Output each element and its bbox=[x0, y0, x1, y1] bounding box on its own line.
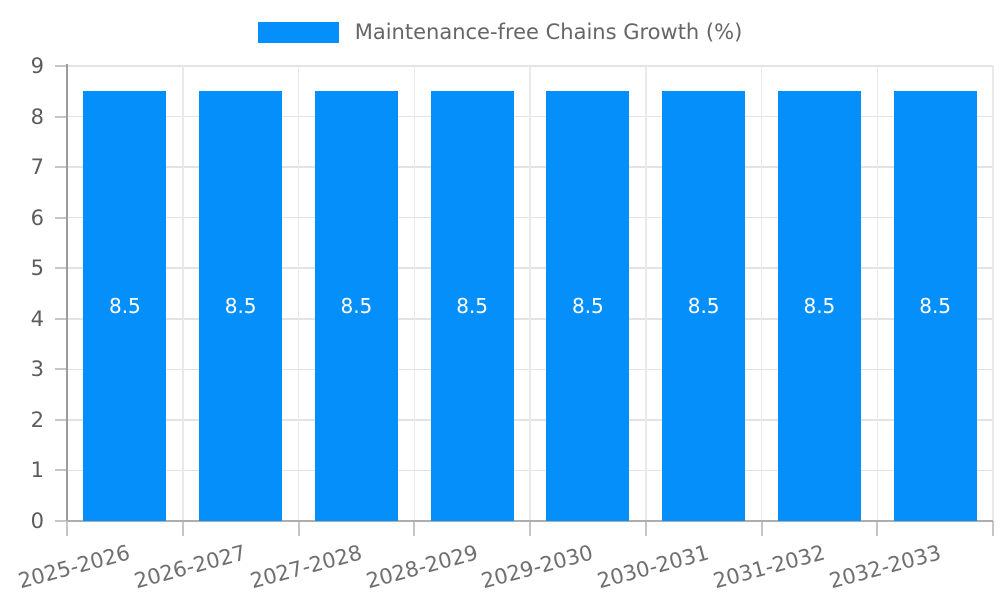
x-tick-mark bbox=[644, 521, 647, 536]
x-axis-tick-label: 2027-2028 bbox=[247, 540, 365, 594]
bar-value-label: 8.5 bbox=[571, 294, 604, 319]
y-axis-tick-label: 3 bbox=[30, 357, 44, 382]
v-gridline bbox=[992, 66, 994, 521]
x-tick-mark bbox=[297, 521, 300, 536]
x-axis-tick-label: 2031-2032 bbox=[710, 540, 828, 594]
y-tick-mark bbox=[55, 418, 67, 421]
y-axis-tick-label: 7 bbox=[30, 155, 44, 180]
bar-value-label: 8.5 bbox=[803, 294, 836, 319]
x-axis-tick-label: 2030-2031 bbox=[594, 540, 712, 594]
y-tick-mark bbox=[55, 469, 67, 472]
legend-swatch bbox=[257, 21, 339, 43]
y-axis-tick-label: 4 bbox=[30, 306, 44, 331]
v-gridline bbox=[645, 66, 647, 521]
x-axis-tick-label: 2025-2026 bbox=[16, 540, 133, 594]
y-tick-mark bbox=[55, 166, 67, 169]
bar bbox=[199, 91, 283, 521]
y-axis-tick-label: 0 bbox=[30, 509, 44, 533]
y-tick-mark bbox=[55, 520, 67, 522]
y-axis-tick-label: 9 bbox=[30, 54, 44, 78]
v-gridline bbox=[182, 66, 184, 521]
legend: Maintenance-free Chains Growth (%) bbox=[0, 20, 1000, 44]
y-axis-tick-label: 2 bbox=[30, 407, 44, 432]
x-tick-mark bbox=[992, 521, 994, 536]
x-tick-mark bbox=[876, 521, 879, 536]
y-axis-tick-label: 8 bbox=[30, 104, 44, 129]
x-tick-mark bbox=[760, 521, 763, 536]
x-axis-tick-label: 2028-2029 bbox=[363, 540, 481, 594]
x-axis-baseline bbox=[67, 520, 993, 522]
bar bbox=[314, 91, 398, 521]
bar-value-label: 8.5 bbox=[919, 294, 952, 319]
bar bbox=[83, 91, 167, 521]
y-tick-mark bbox=[55, 368, 67, 371]
y-axis-line bbox=[66, 64, 68, 521]
v-gridline bbox=[297, 66, 300, 521]
y-axis-tick-label: 1 bbox=[30, 458, 44, 483]
y-axis-tick-label: 5 bbox=[30, 256, 44, 281]
bar-value-label: 8.5 bbox=[687, 294, 720, 319]
y-tick-mark bbox=[55, 115, 67, 118]
bar bbox=[777, 91, 861, 521]
x-axis-tick-label: 2029-2030 bbox=[479, 540, 596, 594]
bar bbox=[430, 91, 514, 521]
x-axis-tick-label: 2026-2027 bbox=[131, 540, 249, 594]
y-tick-mark bbox=[55, 267, 67, 270]
legend-label: Maintenance-free Chains Growth (%) bbox=[354, 20, 743, 44]
v-gridline bbox=[760, 66, 763, 521]
bar-value-label: 8.5 bbox=[108, 294, 141, 319]
bar bbox=[893, 91, 977, 521]
y-tick-mark bbox=[55, 216, 67, 219]
y-axis-tick-label: 6 bbox=[30, 205, 44, 230]
bar-value-label: 8.5 bbox=[456, 294, 489, 319]
bar-value-label: 8.5 bbox=[340, 294, 373, 319]
y-tick-mark bbox=[55, 65, 67, 67]
v-gridline bbox=[876, 66, 878, 521]
x-tick-mark bbox=[413, 521, 416, 536]
y-tick-mark bbox=[55, 317, 67, 320]
bar bbox=[662, 91, 746, 521]
x-axis-tick-label: 2032-2033 bbox=[826, 540, 944, 594]
bar-value-label: 8.5 bbox=[224, 294, 257, 319]
bar bbox=[546, 91, 630, 521]
x-tick-mark bbox=[181, 521, 184, 536]
x-tick-mark bbox=[529, 521, 531, 536]
v-gridline bbox=[529, 66, 531, 521]
v-gridline bbox=[413, 66, 415, 521]
x-tick-mark bbox=[66, 521, 68, 536]
